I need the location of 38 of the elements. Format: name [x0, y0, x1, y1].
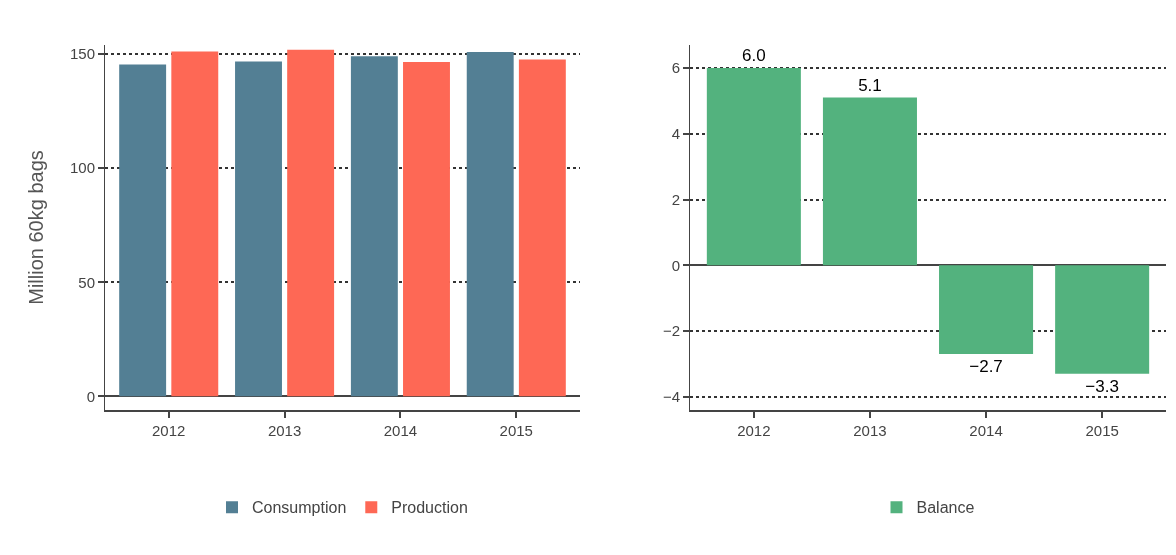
bar [119, 64, 167, 397]
x-tick-label: 2015 [1085, 422, 1119, 439]
bar [518, 59, 566, 397]
bar [1055, 265, 1150, 374]
y-tick-label: 6 [671, 59, 680, 77]
legend-label: Production [391, 499, 468, 517]
bar [822, 97, 917, 266]
x-tick-label: 2013 [267, 422, 302, 439]
bar [171, 51, 219, 397]
bar [939, 265, 1034, 355]
y-tick-label: −4 [662, 388, 680, 406]
x-tick-label: 2015 [499, 422, 533, 439]
data-label: 6.0 [742, 46, 766, 66]
bar [350, 56, 398, 397]
legend-label: Consumption [252, 499, 347, 517]
data-label: −2.7 [969, 357, 1003, 377]
y-tick-label: 0 [86, 387, 95, 405]
bar [235, 61, 282, 397]
legend-label: Balance [916, 499, 975, 517]
x-tick-label: 2014 [383, 422, 418, 439]
y-tick-label: 4 [671, 125, 680, 143]
x-tick-label: 2014 [969, 422, 1003, 439]
x-tick-label: 2013 [853, 422, 887, 439]
data-label: −3.3 [1085, 376, 1119, 396]
bar [403, 62, 450, 397]
x-tick-label: 2012 [152, 422, 186, 439]
y-tick-label: −2 [662, 322, 680, 340]
y-tick-label: 100 [69, 159, 95, 177]
x-tick-label: 2012 [737, 422, 771, 439]
bar [466, 52, 514, 397]
bar [706, 68, 801, 266]
bar [287, 49, 335, 397]
y-tick-label: 50 [78, 273, 95, 291]
y-axis-title: Million 60kg bags [25, 150, 48, 305]
y-tick-label: 0 [671, 256, 680, 274]
y-tick-label: 150 [69, 45, 95, 63]
y-tick-label: 2 [671, 190, 680, 208]
data-label: 5.1 [858, 75, 882, 95]
